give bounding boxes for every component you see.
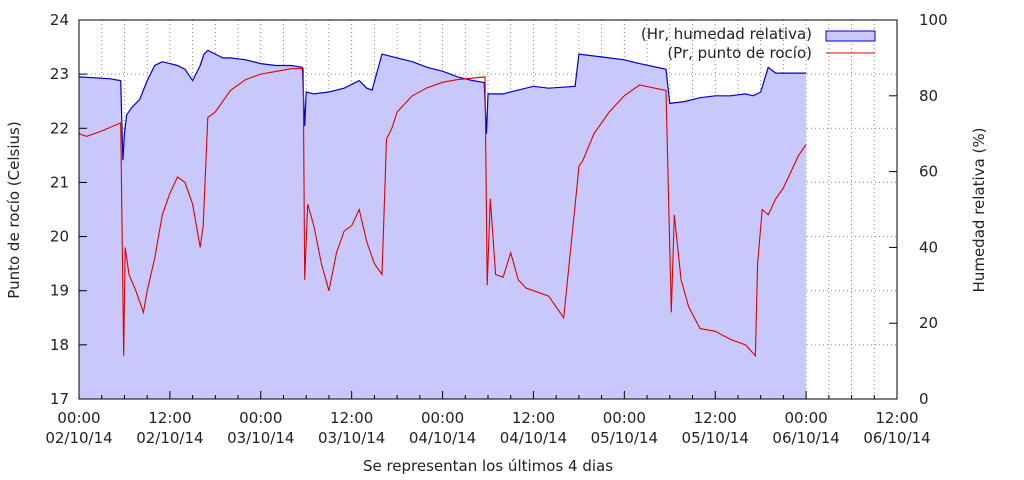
x-tick-date-label: 06/10/14 xyxy=(863,429,930,447)
x-tick-date-label: 02/10/14 xyxy=(136,429,203,447)
x-tick-date-label: 05/10/14 xyxy=(591,429,658,447)
y-left-tick-label: 20 xyxy=(50,228,69,246)
legend: (Hr, humedad relativa) (Pr, punto de roc… xyxy=(641,25,876,62)
y-left-tick-label: 17 xyxy=(50,390,69,408)
y-right-tick-label: 60 xyxy=(919,163,938,181)
x-axis-title: Se representan los últimos 4 dias xyxy=(363,457,613,475)
y-right-tick-label: 40 xyxy=(919,238,938,256)
y-right-tick-label: 80 xyxy=(919,87,938,105)
x-tick-date-label: 06/10/14 xyxy=(772,429,839,447)
y-right-tick-label: 100 xyxy=(919,11,948,29)
x-tick-time-label: 00:00 xyxy=(421,409,464,427)
legend-swatch-humidity xyxy=(825,30,876,42)
x-tick-time-label: 12:00 xyxy=(875,409,918,427)
x-tick-time-label: 12:00 xyxy=(694,409,737,427)
y-left-tick-label: 24 xyxy=(50,11,69,29)
legend-label-dewpoint: (Pr, punto de rocío) xyxy=(667,44,812,62)
y-axis-left-title: Punto de rocío (Celsius) xyxy=(5,121,23,298)
x-tick-time-label: 12:00 xyxy=(512,409,555,427)
x-tick-time-label: 12:00 xyxy=(148,409,191,427)
x-tick-date-label: 04/10/14 xyxy=(409,429,476,447)
y-axis-right-title: Humedad relativa (%) xyxy=(970,128,988,293)
y-right-tick-label: 20 xyxy=(919,314,938,332)
humidity-area-fill xyxy=(79,50,807,400)
x-tick-date-label: 02/10/14 xyxy=(45,429,112,447)
dewpoint-line xyxy=(78,68,807,358)
x-tick-date-label: 03/10/14 xyxy=(227,429,294,447)
x-tick-time-label: 00:00 xyxy=(603,409,646,427)
dewpoint-line-series xyxy=(78,68,807,358)
y-left-tick-label: 21 xyxy=(50,173,69,191)
axis-ticks: 17 18 19 20 21 22 23 24 0 20 40 60 80 100 00:00 02/10/1… xyxy=(45,11,947,447)
x-tick-date-label: 03/10/14 xyxy=(318,429,385,447)
humidity-area-series xyxy=(78,49,807,400)
legend-label-humidity: (Hr, humedad relativa) xyxy=(641,25,812,43)
humidity-line xyxy=(78,49,807,161)
x-tick-time-label: 00:00 xyxy=(239,409,282,427)
y-left-tick-label: 18 xyxy=(50,336,69,354)
x-tick-time-label: 12:00 xyxy=(330,409,373,427)
y-right-tick-label: 0 xyxy=(919,390,929,408)
x-tick-date-label: 04/10/14 xyxy=(500,429,567,447)
y-left-tick-label: 22 xyxy=(50,119,69,137)
y-left-tick-label: 19 xyxy=(50,282,69,300)
x-tick-time-label: 00:00 xyxy=(784,409,827,427)
x-tick-time-label: 00:00 xyxy=(57,409,100,427)
x-tick-date-label: 05/10/14 xyxy=(682,429,749,447)
y-left-tick-label: 23 xyxy=(50,65,69,83)
